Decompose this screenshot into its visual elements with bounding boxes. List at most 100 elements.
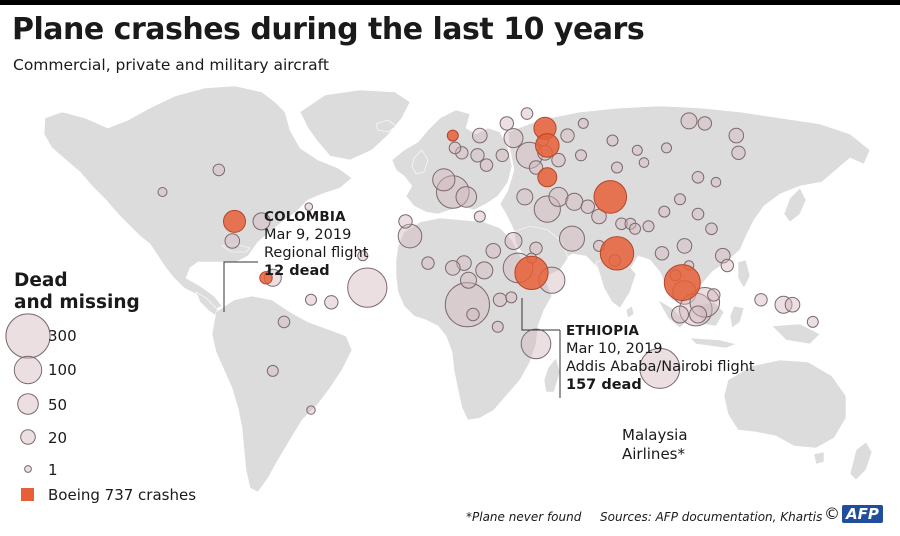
malaysia-line2: Airlines* [622,445,685,463]
crash-marker-41 [528,160,544,175]
crash-marker-34 [631,144,643,156]
crash-marker-19 [432,168,456,192]
crash-marker-45 [611,161,623,174]
ethiopia-flight: Addis Ababa/Nairobi flight [566,359,755,375]
boeing-crash-marker-1 [259,271,273,285]
crash-marker-97 [639,347,681,389]
sources: Sources: AFP documentation, Khartis [600,510,823,524]
crash-marker-35 [661,142,672,154]
crash-marker-65 [529,241,543,256]
british-isles [411,149,429,175]
ethiopia-country: ETHIOPIA [566,323,640,339]
crash-marker-72 [475,261,494,280]
crash-marker-0 [444,282,490,328]
madagascar [543,357,561,393]
crash-marker-26 [495,148,509,163]
colombia-leader-line [223,261,258,312]
indonesia-sulawesi [729,305,745,329]
crash-marker-9 [224,233,241,249]
legend-label-300: 300 [48,327,77,345]
ethiopia-annotation: ETHIOPIA Mar 10, 2019 Addis Ababa/Nairob… [566,322,755,394]
crash-marker-64 [504,232,523,250]
crash-marker-55 [629,222,641,235]
legend-title-line1: Dead [14,270,68,291]
crash-marker-60 [705,222,718,236]
crash-marker-48 [533,195,561,223]
malaysia-line1: Malaysia [622,426,688,444]
legend-circle-50 [17,393,39,415]
crash-marker-15 [306,405,316,415]
land-masses [43,85,873,493]
colombia-flight: Regional flight [264,245,369,261]
crash-marker-5 [436,175,470,209]
crash-marker-12 [305,293,317,306]
legend-circle-20 [20,429,36,445]
colombia-annotation: COLOMBIA Mar 9, 2019 Regional flight 12 … [264,208,368,280]
crash-marker-75 [505,291,518,304]
crash-marker-33 [606,134,619,147]
footnote: *Plane never found [466,510,582,524]
legend-circle-100 [13,355,43,385]
crash-marker-89 [689,305,707,324]
crash-marker-22 [448,141,462,155]
boeing-crash-marker-9 [446,129,459,142]
crash-marker-50 [565,192,584,211]
annotation-leaders [223,261,561,398]
crash-marker-21 [455,146,469,160]
crash-marker-76 [491,320,504,333]
japan [783,187,807,223]
crash-marker-90 [707,288,721,302]
crash-marker-46 [638,157,650,168]
boeing-crash-marker-8 [663,264,701,302]
legend-circle-300 [5,313,51,359]
crash-marker-16 [304,202,314,211]
crash-marker-88 [671,305,689,324]
tasmania [813,451,825,465]
boeing-crash-marker-0 [223,209,246,233]
crash-marker-96 [806,315,819,328]
top-rule [0,0,900,5]
crash-marker-44 [575,149,587,162]
chart-subtitle: Commercial, private and military aircraf… [13,56,329,74]
crash-marker-38 [728,127,745,144]
crash-marker-82 [654,246,670,261]
crash-marker-27 [503,128,524,149]
crash-marker-32 [577,117,589,129]
new-guinea [771,323,821,345]
crash-marker-7 [212,163,226,177]
crash-marker-36 [680,112,698,130]
crash-marker-93 [754,293,768,307]
crash-marker-17 [357,250,369,262]
crash-marker-51 [580,199,595,214]
crash-marker-6 [157,187,168,197]
crash-marker-8 [252,212,271,231]
iceland [375,119,397,133]
new-zealand [849,441,873,481]
crash-marker-58 [674,193,686,206]
crash-marker-24 [472,127,488,144]
south-america [211,295,353,493]
crash-marker-47 [516,188,534,206]
crash-marker-95 [784,296,801,313]
legend-label-20: 20 [48,429,68,447]
colombia-country: COLOMBIA [264,209,346,225]
crash-marker-56 [642,220,655,233]
sri-lanka [625,305,635,319]
crash-marker-57 [658,205,671,218]
legend-label-100: 100 [48,361,77,379]
crash-marker-3 [397,223,423,249]
crash-marker-20 [455,186,478,208]
crash-marker-25 [479,158,494,172]
crash-marker-49 [548,186,569,207]
boeing-crash-marker-4 [535,133,560,158]
crash-marker-62 [710,176,722,188]
crash-marker-67 [485,243,502,259]
europe [391,109,513,215]
crash-marker-71 [460,271,477,289]
greenland [299,89,411,161]
colombia-date: Mar 9, 2019 [264,227,352,243]
crash-marker-11 [277,315,291,329]
crash-marker-74 [466,307,480,322]
crash-marker-43 [551,152,566,168]
indonesia-java [689,337,737,349]
